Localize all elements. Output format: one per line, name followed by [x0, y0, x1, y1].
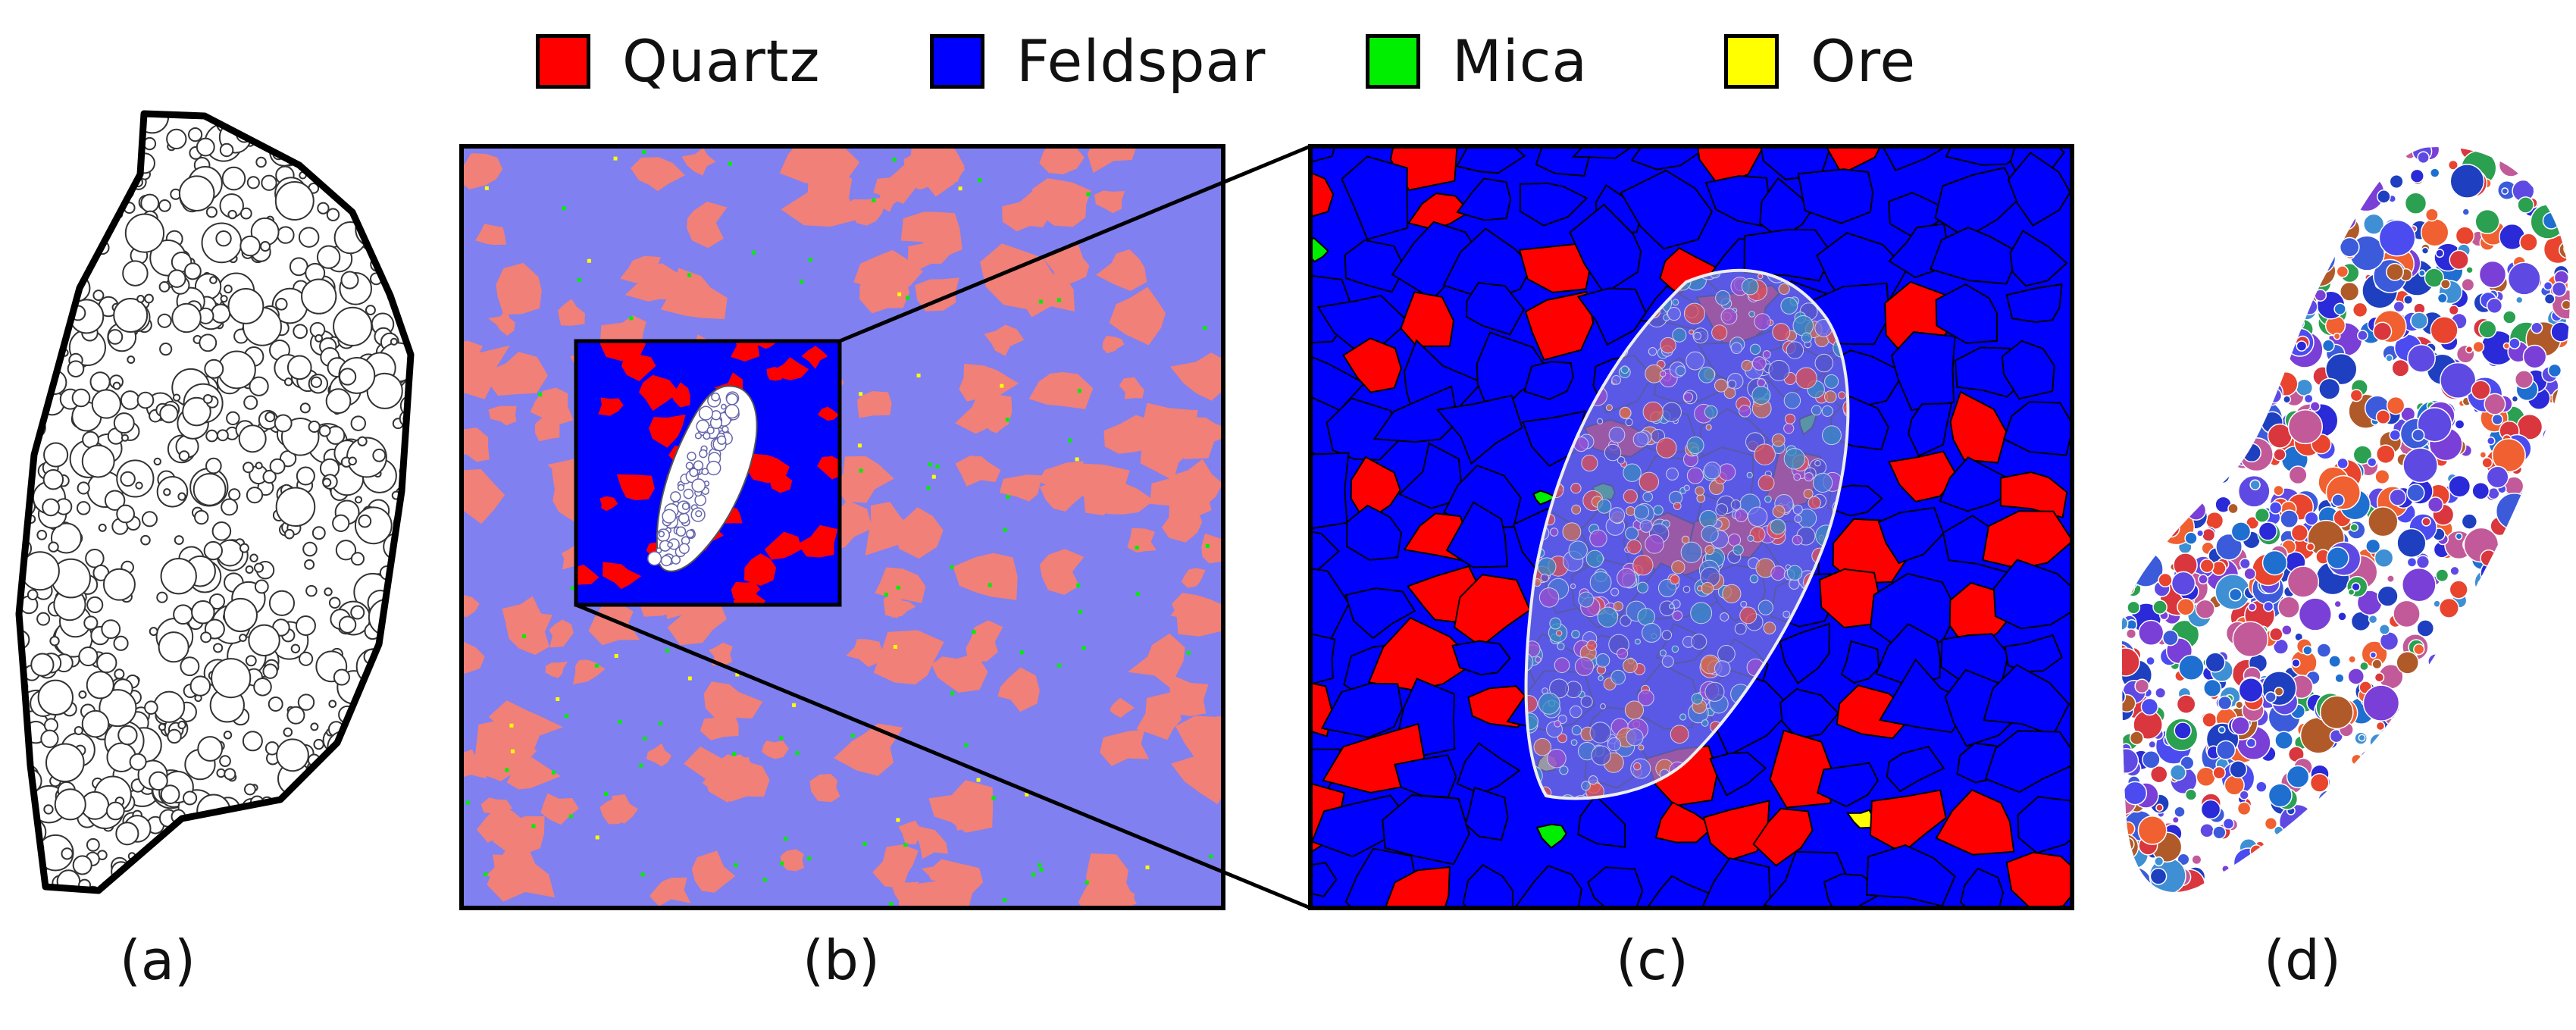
caption-a: (a)	[119, 928, 196, 992]
legend-label-quartz: Quartz	[622, 27, 821, 95]
caption-d: (d)	[2264, 928, 2341, 992]
zoom-line-top	[839, 144, 1311, 343]
legend-item-feldspar: Feldspar	[930, 27, 1266, 95]
panel-b-inset-particle-circles	[647, 391, 740, 567]
panel-d-colored-particle	[2122, 146, 2570, 892]
legend-item-mica: Mica	[1366, 27, 1588, 95]
panel-c-zoom	[1308, 144, 2074, 910]
legend-item-quartz: Quartz	[536, 27, 821, 95]
legend-label-ore: Ore	[1811, 27, 1917, 95]
panel-b-inset-particle	[656, 385, 758, 572]
zoom-line-bottom	[575, 603, 1311, 910]
panel-b-field	[459, 144, 1225, 910]
legend-label-mica: Mica	[1452, 27, 1588, 95]
legend-label-feldspar: Feldspar	[1016, 27, 1266, 95]
caption-b: (b)	[803, 928, 880, 992]
panel-a-particle	[7, 97, 431, 910]
legend: Quartz Feldspar Mica Ore	[0, 20, 2576, 95]
legend-swatch-quartz	[536, 33, 590, 89]
legend-swatch-mica	[1366, 33, 1420, 89]
caption-c: (c)	[1616, 928, 1689, 992]
panel-b-inset	[574, 339, 842, 607]
legend-swatch-ore	[1724, 33, 1779, 89]
legend-item-ore: Ore	[1724, 27, 1916, 95]
legend-swatch-feldspar	[930, 33, 984, 89]
